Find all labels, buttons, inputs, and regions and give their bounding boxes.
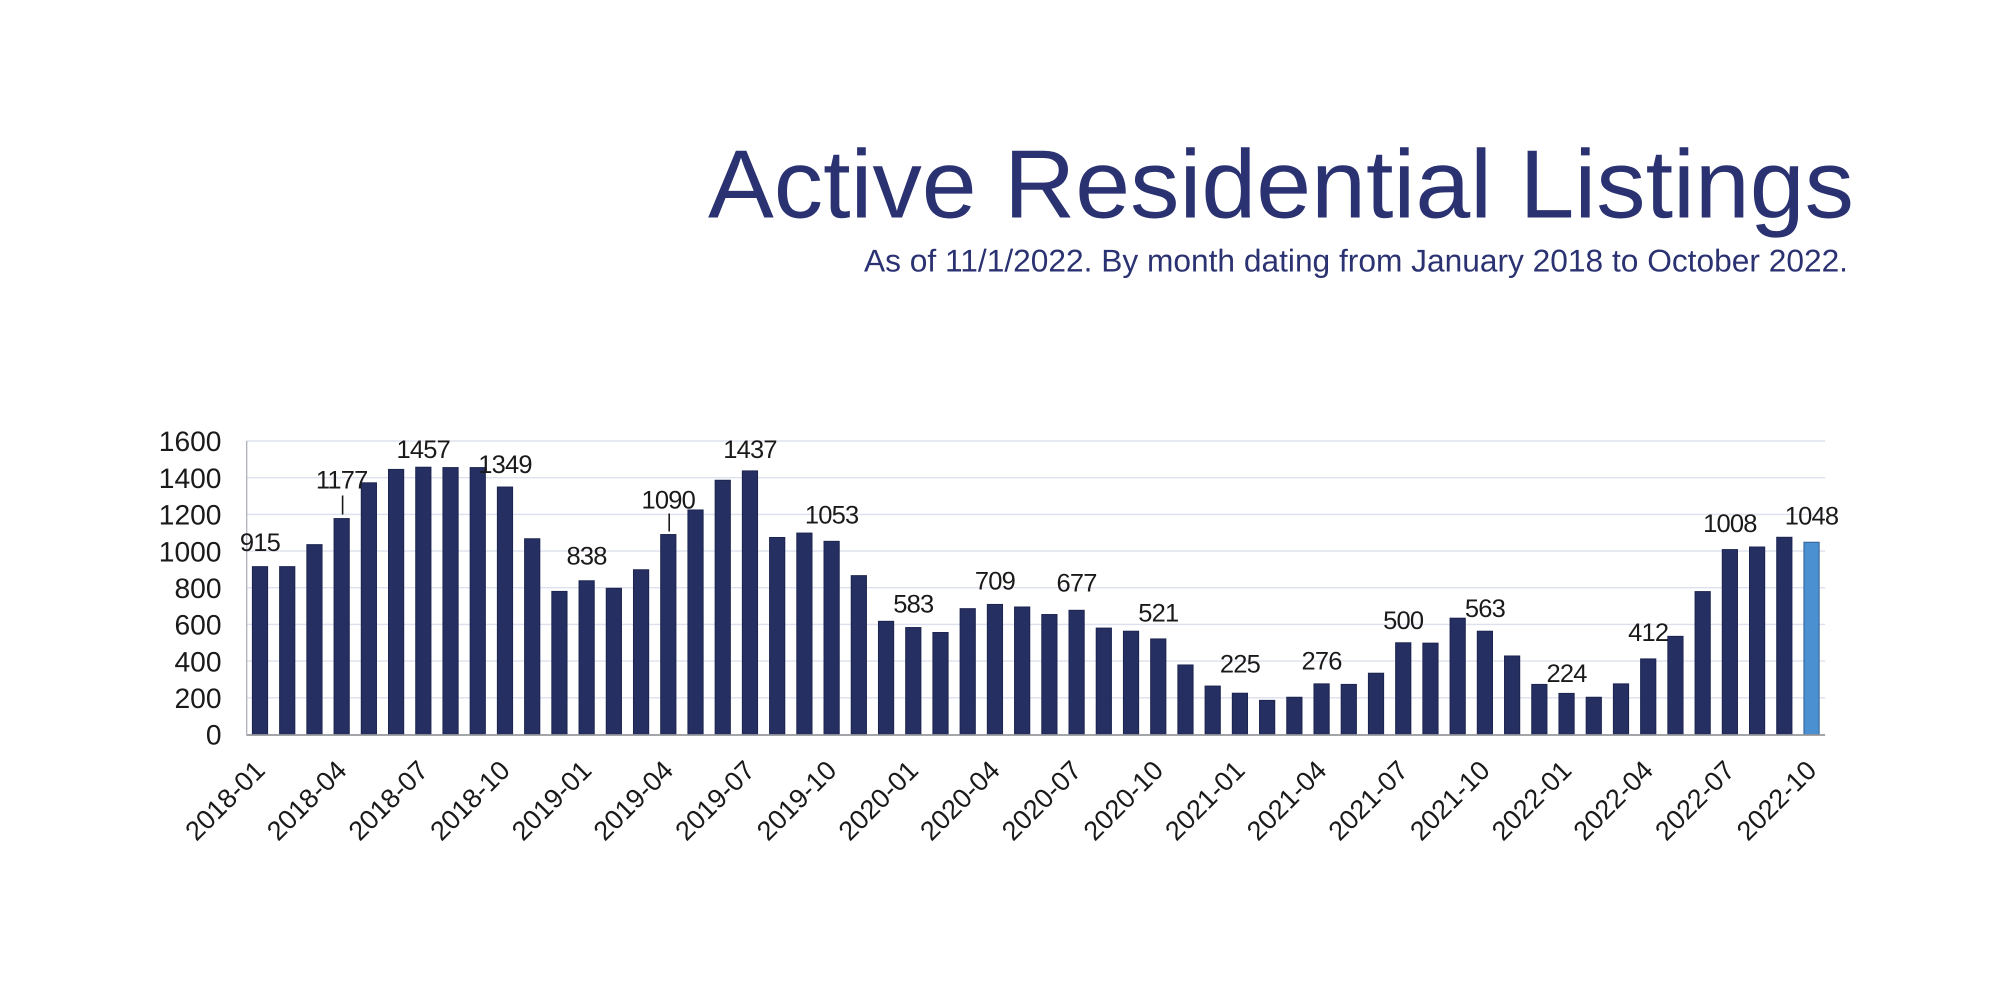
svg-text:412: 412 [1628, 619, 1668, 647]
svg-text:1400: 1400 [159, 462, 222, 494]
svg-text:600: 600 [174, 609, 221, 641]
svg-text:800: 800 [174, 572, 221, 604]
svg-text:1053: 1053 [805, 501, 859, 529]
svg-text:563: 563 [1465, 595, 1506, 623]
svg-text:225: 225 [1220, 651, 1261, 679]
svg-text:1048: 1048 [1785, 502, 1839, 530]
svg-text:583: 583 [893, 590, 934, 618]
svg-text:1200: 1200 [159, 499, 222, 531]
svg-text:1437: 1437 [723, 436, 777, 464]
svg-text:709: 709 [975, 567, 1015, 595]
svg-text:As of 11/1/2022. By month dati: As of 11/1/2022. By month dating from Ja… [864, 243, 1848, 279]
svg-text:400: 400 [174, 645, 221, 677]
svg-text:838: 838 [567, 542, 608, 570]
svg-text:1008: 1008 [1703, 510, 1757, 538]
svg-text:0: 0 [206, 719, 222, 751]
svg-text:1000: 1000 [159, 535, 222, 567]
svg-text:276: 276 [1302, 647, 1343, 675]
svg-text:1177: 1177 [316, 467, 368, 495]
svg-text:1349: 1349 [478, 451, 532, 479]
svg-text:521: 521 [1138, 599, 1178, 627]
svg-text:500: 500 [1383, 607, 1424, 635]
svg-text:Active Residential Listings: Active Residential Listings [708, 130, 1854, 239]
svg-text:1457: 1457 [397, 436, 451, 464]
svg-text:677: 677 [1057, 570, 1097, 598]
svg-text:1600: 1600 [159, 425, 222, 457]
svg-text:915: 915 [240, 529, 281, 557]
svg-text:200: 200 [174, 682, 221, 714]
svg-text:224: 224 [1547, 660, 1588, 688]
svg-text:1090: 1090 [642, 486, 696, 514]
